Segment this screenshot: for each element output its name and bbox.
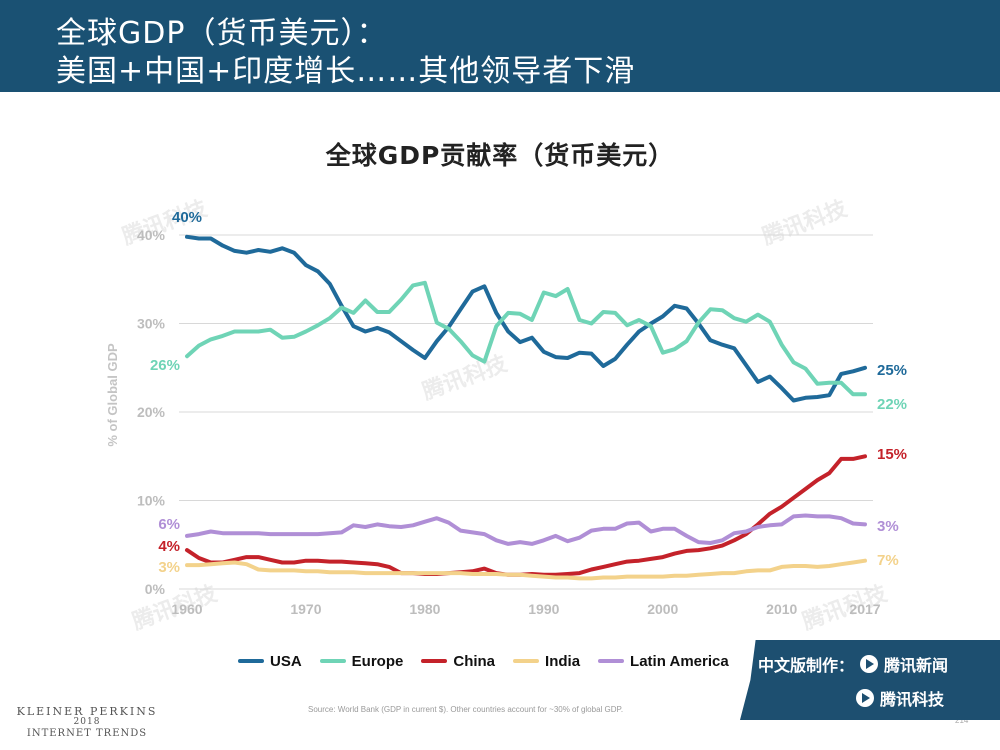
y-tick-label: 40% [137,227,166,243]
legend-item: USA [238,653,302,670]
slide-header: 全球GDP（货币美元）： 美国+中国+印度增长……其他领导者下滑 [0,0,1000,92]
legend-label: China [453,652,496,670]
series-start-label: 3% [158,559,180,576]
x-tick-label: 2017 [849,601,880,617]
x-tick-label: 1970 [290,601,321,617]
series-end-label: 3% [877,518,899,535]
x-tick-label: 1990 [528,601,559,617]
y-tick-label: 30% [137,316,166,332]
series-end-label: 15% [877,446,907,463]
chart-legend: USA Europe China India Latin America [238,650,747,672]
y-tick-label: 10% [137,493,166,509]
series-end-label: 7% [877,552,899,569]
series-start-label: 6% [158,516,180,533]
brand-logo: KLEINER PERKINS 2018 INTERNET TRENDS [12,706,162,739]
series-line-china [185,454,867,577]
tencent-news-logo-icon [860,655,879,673]
legend-item: Europe [319,652,404,670]
tencent-tech-logo-icon [856,689,874,707]
badge-background [740,640,1000,720]
series-start-label: 4% [158,538,180,555]
series-line-europe [185,280,867,397]
legend-swatch [598,659,625,663]
legend-item: India [513,653,580,670]
series-end-label: 25% [877,362,907,379]
y-tick-label: 20% [137,404,166,420]
series-start-label: 26% [150,357,180,374]
x-tick-label: 1960 [171,601,202,617]
brand-year: 2018 [73,717,101,727]
x-tick-label: 1980 [409,601,440,617]
brand-name: KLEINER PERKINS [16,705,158,718]
legend-label: Europe [351,652,404,670]
badge-made-by: 中文版制作： [758,656,855,675]
badge-tech: 腾讯科技 [880,690,945,709]
chart-labels: 0% 10% 20% 30% 40% 1960 1970 1980 1990 2000 2010 20… [105,209,907,617]
series-line-usa [185,234,867,403]
producer-badge: 中文版制作： 腾讯新闻 腾讯科技 [740,640,1000,720]
legend-swatch [513,659,540,663]
legend-item: China [421,653,495,670]
series-end-label: 22% [877,396,907,413]
page-number: 214 [955,716,969,725]
x-tick-label: 2010 [766,601,797,617]
slide-title-line-2: 美国+中国+印度增长……其他领导者下滑 [56,54,636,89]
source-note: Source: World Bank (GDP in current $). O… [308,705,624,714]
y-tick-label: 0% [145,581,166,597]
series-line-india [185,558,867,581]
legend-label: India [545,652,581,670]
chart-title: 全球GDP贡献率（货币美元） [325,141,675,170]
legend-item: Latin America [598,653,729,670]
slide-title-line-1: 全球GDP（货币美元）： [56,16,388,51]
brand-report: INTERNET TRENDS [26,728,148,739]
y-axis-label: % of Global GDP [105,343,120,447]
legend-label: Latin America [630,652,729,670]
legend-label: USA [270,652,302,670]
legend-swatch [319,659,346,663]
legend-swatch [421,659,448,663]
legend-swatch [238,659,264,663]
badge-row-tech: 腾讯科技 [850,686,944,710]
x-tick-label: 2000 [647,601,678,617]
chart-series [185,234,867,581]
chart-grid [179,234,873,590]
badge-row-news: 中文版制作： 腾讯新闻 [758,652,948,676]
badge-news: 腾讯新闻 [884,656,949,675]
series-line-latin-america [185,513,867,546]
series-start-label: 40% [172,209,202,226]
